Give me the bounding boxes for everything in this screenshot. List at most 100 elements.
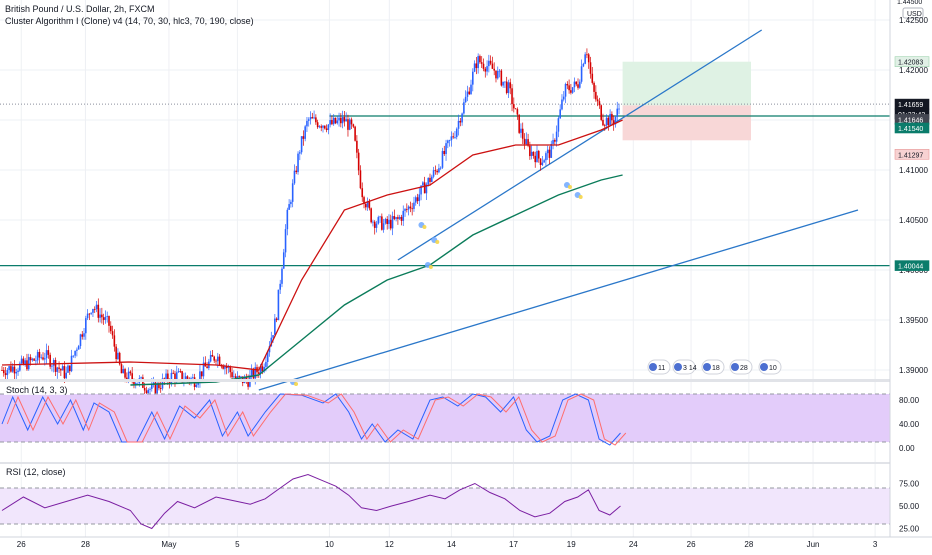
candle-body — [234, 376, 237, 378]
candle-body — [498, 70, 501, 72]
candle-body — [202, 362, 205, 377]
candle-body — [505, 81, 508, 94]
candle-body — [224, 366, 226, 369]
candle-body — [106, 316, 109, 317]
candle-body — [484, 68, 487, 72]
candle-body — [327, 124, 330, 131]
candle-body — [315, 117, 317, 123]
candle-body — [29, 357, 32, 361]
candle-body — [416, 197, 419, 202]
candle-body — [263, 366, 265, 372]
candle-body — [455, 128, 458, 138]
currency-badge-label: USD — [907, 11, 922, 18]
candle-body — [441, 150, 444, 168]
candle-body — [536, 150, 538, 163]
candle-body — [468, 91, 471, 95]
candle-body — [557, 118, 560, 132]
candle-body — [559, 109, 561, 119]
time-axis-label: Jun — [807, 540, 820, 549]
candle-body — [609, 113, 611, 126]
candle-body — [354, 126, 356, 141]
candle-body — [340, 117, 342, 124]
candle-body — [320, 126, 323, 128]
candle-body — [304, 126, 306, 139]
indicator-legend[interactable]: Cluster Algorithm I (Clone) v4 (14, 70, … — [5, 16, 254, 26]
ma-green-line — [130, 174, 623, 386]
candle-body — [445, 143, 447, 155]
candle-body — [131, 373, 133, 380]
candle-body — [282, 252, 285, 269]
candle-body — [102, 317, 105, 320]
candle-body — [434, 170, 437, 172]
candle-body — [480, 62, 483, 64]
symbol-title[interactable]: British Pound / U.S. Dollar, 2h, FXCM — [5, 4, 155, 14]
candle-body — [450, 136, 453, 141]
candle-body — [215, 360, 217, 362]
candle-body — [206, 366, 208, 369]
candle-body — [616, 108, 619, 117]
price-tag-label: 1.41659 — [898, 102, 923, 109]
candle-body — [115, 346, 117, 360]
candle-body — [76, 349, 78, 351]
stoch-title[interactable]: Stoch (14, 3, 3) — [4, 385, 70, 395]
event-flag-icon — [649, 363, 657, 371]
candle-body — [42, 357, 44, 360]
rsi-line — [1, 473, 621, 530]
candle-body — [500, 70, 503, 86]
stoch-axis-label: 0.00 — [899, 444, 915, 453]
candle-body — [247, 380, 249, 387]
candle-body — [596, 99, 599, 102]
candle-body — [92, 308, 94, 313]
candle-body — [377, 217, 380, 224]
candle-body — [482, 63, 485, 69]
candle-body — [140, 377, 142, 379]
candle-body — [570, 90, 572, 93]
time-axis-label: 14 — [447, 540, 456, 549]
candle-body — [24, 360, 26, 365]
candle-body — [534, 155, 537, 163]
candle-body — [352, 124, 355, 127]
candle-body — [266, 352, 269, 362]
candle-body — [151, 384, 153, 389]
price-axis-label: 1.40500 — [899, 216, 928, 225]
candle-body — [381, 216, 383, 230]
candle-body — [218, 356, 221, 365]
candle-body — [575, 81, 578, 85]
candle-body — [605, 117, 608, 126]
candle-body — [603, 125, 606, 127]
trendline — [258, 209, 859, 391]
candle-body — [322, 125, 324, 128]
candle-body — [541, 162, 544, 165]
candle-body — [379, 216, 381, 218]
candle-body — [611, 113, 613, 121]
candle-body — [286, 209, 289, 230]
candle-body — [40, 357, 43, 359]
candle-body — [99, 314, 101, 318]
candle-body — [391, 216, 394, 229]
candle-body — [8, 366, 10, 370]
candle-body — [345, 119, 347, 122]
candle-body — [79, 334, 82, 347]
candle-body — [290, 201, 292, 205]
candle-body — [49, 354, 51, 367]
candle-body — [36, 351, 39, 361]
candle-body — [366, 201, 369, 208]
candle-body — [284, 229, 287, 253]
candle-body — [265, 361, 267, 367]
candle-body — [297, 153, 299, 173]
candle-body — [438, 168, 440, 173]
rsi-title[interactable]: RSI (12, close) — [4, 467, 68, 477]
candle-body — [413, 202, 415, 209]
candle-body — [86, 313, 89, 319]
candle-body — [457, 120, 460, 129]
candle-body — [580, 66, 583, 82]
candle-body — [225, 366, 228, 369]
candle-body — [589, 62, 592, 74]
candle-body — [277, 289, 280, 321]
candle-body — [409, 206, 412, 209]
candle-body — [216, 356, 219, 362]
candle-body — [546, 149, 549, 154]
candle-body — [420, 185, 422, 195]
candle-body — [231, 372, 233, 378]
candle-body — [598, 101, 601, 106]
